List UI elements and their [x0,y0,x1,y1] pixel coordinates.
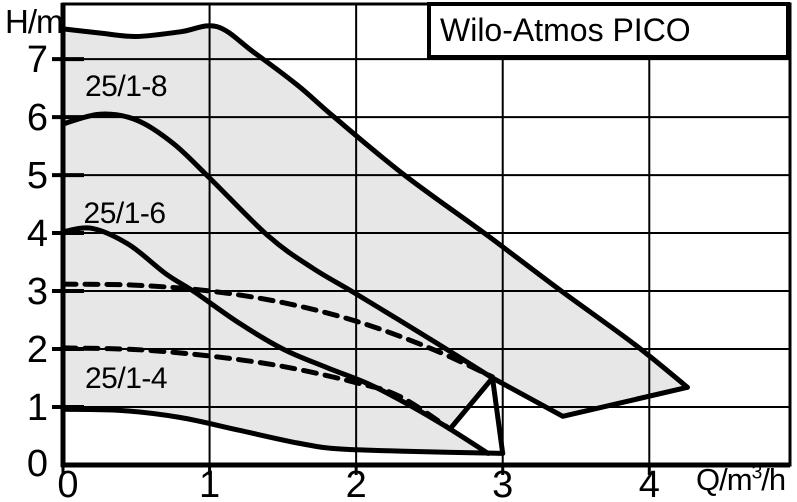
x-tick-label-4: 4 [639,464,660,502]
pump-label-25-1-8: 25/1-8 [84,69,168,103]
dashed-dpv-upper [60,281,495,380]
y-tick-label-2: 2 [27,329,48,371]
y-tick-label-4: 4 [27,213,48,255]
x-axis-label-unit: Q/m [696,462,753,497]
field-25-1-6-left-connector [447,375,495,432]
field-25-1-6-right-edge [490,375,506,456]
field-25-1-8-bottom-edge [490,375,690,419]
x-axis-label-exponent: 3 [751,462,763,484]
y-tick-label-6: 6 [27,97,48,139]
dashed-dpv-lower [60,345,453,432]
x-axis-label-per-hour: /h [761,462,786,497]
pump-label-25-1-4: 25/1-4 [84,362,168,396]
x-tick-label-1: 1 [199,464,220,502]
operating-field-region [63,25,688,454]
y-tick-label-1: 1 [27,387,48,429]
y-tick-label-0: 0 [27,443,48,485]
curve-min-speed-bottom [60,406,506,456]
y-axis-label: H/m [5,3,63,40]
x-tick-label-2: 2 [346,464,367,502]
y-tick-label-7: 7 [27,39,48,81]
chart-title-box: Wilo-Atmos PICO [427,2,790,59]
x-axis-label: Q/m3/h [696,462,786,498]
x-tick-label-3: 3 [492,464,513,502]
y-tick-label-3: 3 [27,271,48,313]
pump-label-25-1-6: 25/1-6 [83,196,167,230]
curve-25-1-6-max [60,111,495,381]
chart-title: Wilo-Atmos PICO [440,12,691,48]
curve-25-1-8-max [60,23,690,390]
y-tick-label-5: 5 [27,155,48,197]
x-tick-label-0: 0 [57,464,78,502]
